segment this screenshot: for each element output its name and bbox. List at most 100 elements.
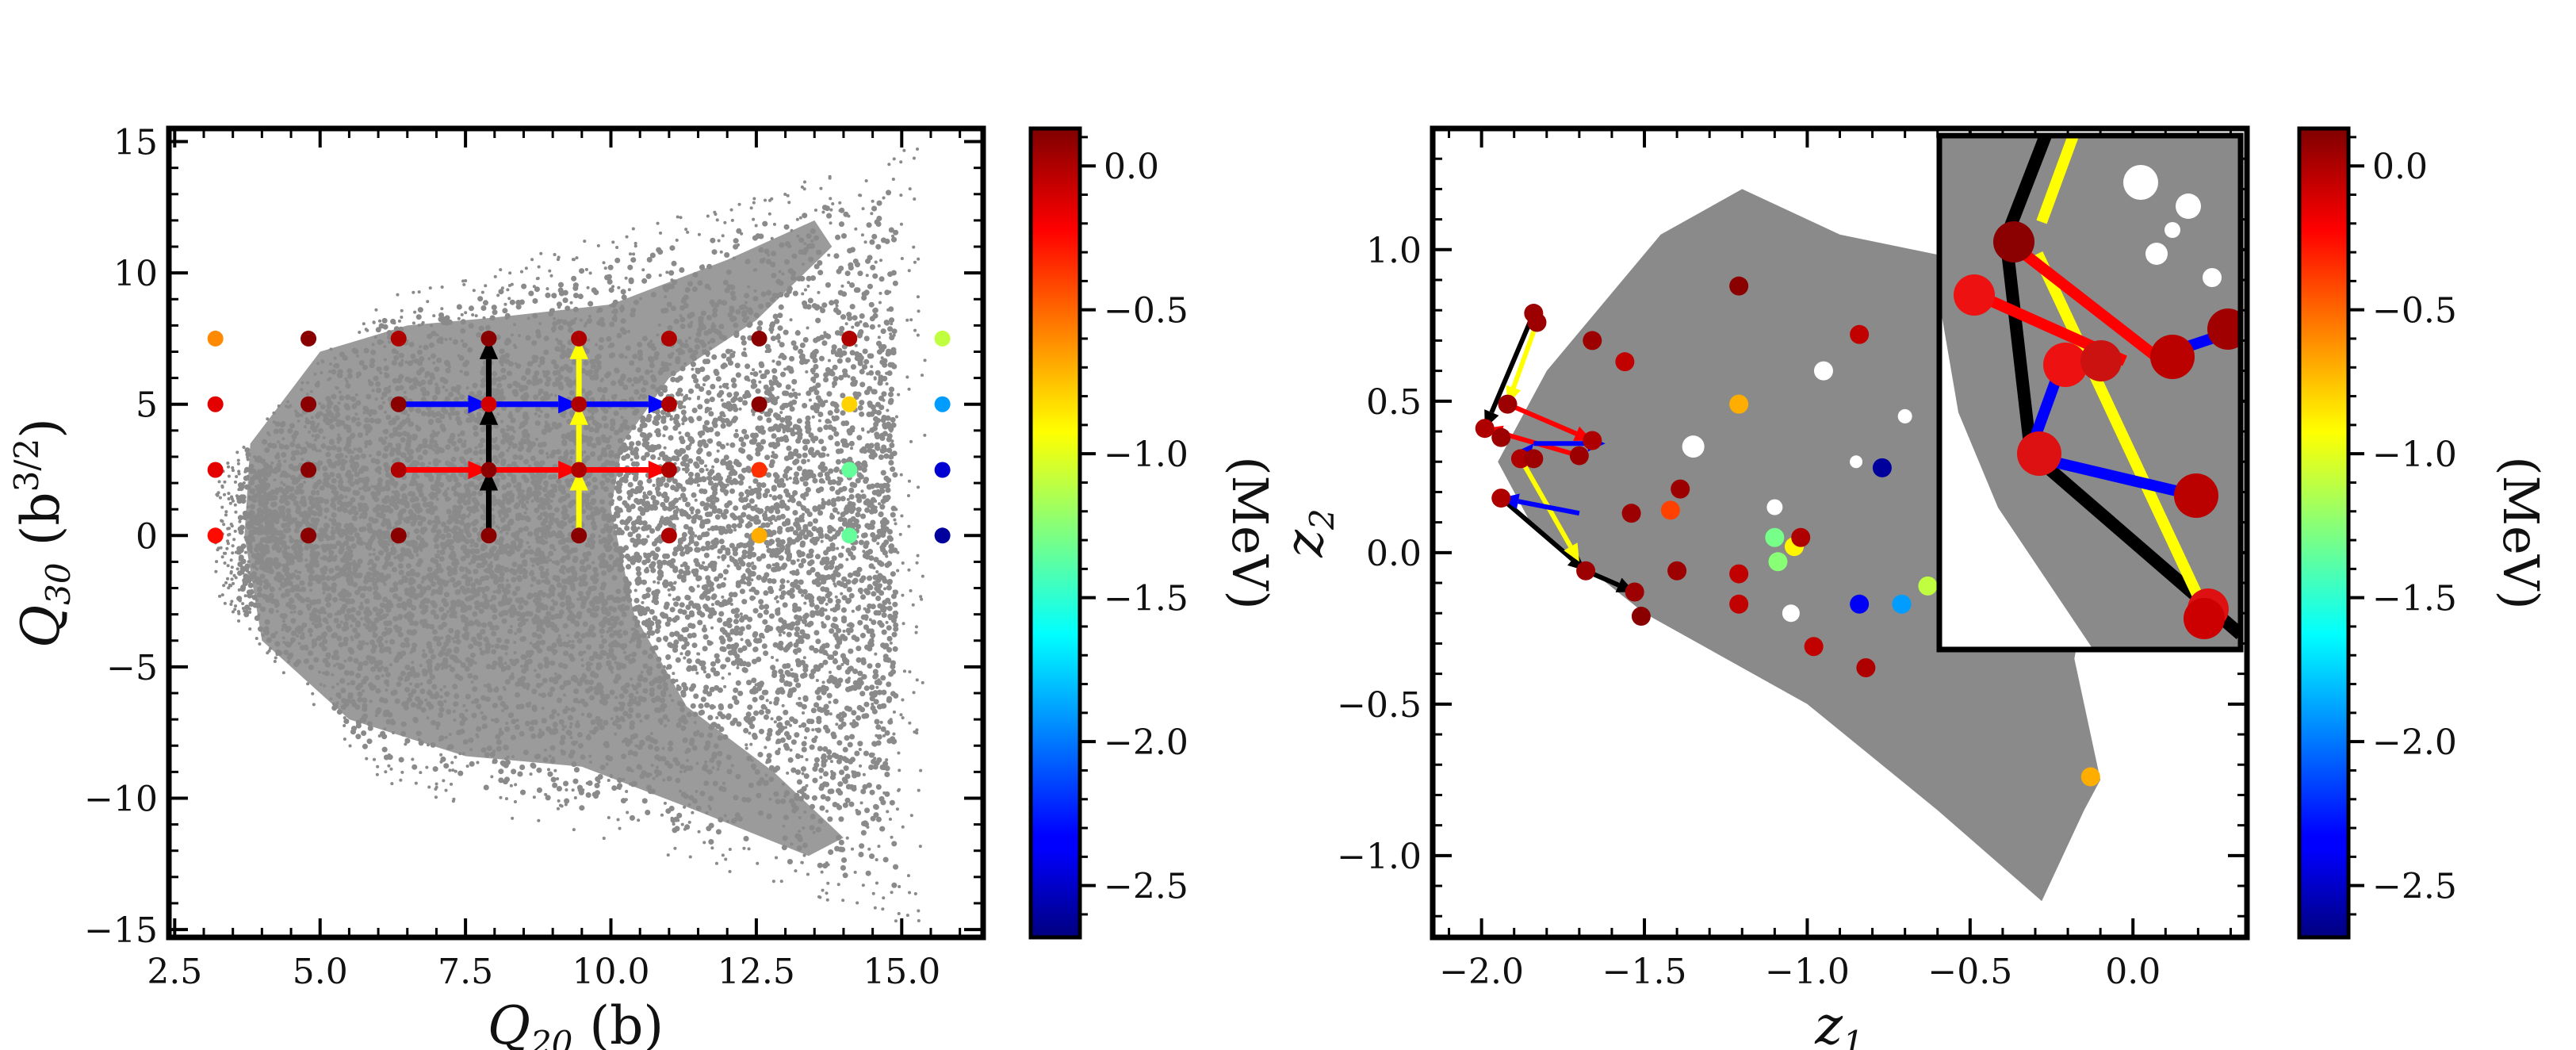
inset-energy-point <box>2150 335 2195 379</box>
inset-energy-point <box>2043 343 2088 387</box>
x-tick-label: 0.0 <box>2105 952 2161 992</box>
energy-point <box>1524 449 1544 469</box>
grid-point <box>300 396 317 412</box>
path-arrow-red-shaft <box>1506 401 1578 436</box>
energy-point <box>1850 324 1870 344</box>
path-arrow-black-shaft <box>1489 312 1537 414</box>
left-colorbar: 0.0 −0.5 −1.0 −1.5 −2.0 −2.5 (MeV) <box>1028 126 1279 940</box>
colorbar-tick-label: −2.0 <box>1104 722 1188 763</box>
energy-point <box>1660 500 1680 520</box>
y-tick-label: 0.5 <box>1366 382 1422 423</box>
grid-point <box>660 396 677 412</box>
grid-point <box>480 396 497 412</box>
grid-arrow-head <box>479 469 499 491</box>
energy-point <box>1615 352 1635 372</box>
colorbar-tick-label: −1.0 <box>1104 435 1188 475</box>
energy-point <box>1729 394 1749 414</box>
grid-arrow-head <box>569 338 588 359</box>
grid-point <box>390 527 407 544</box>
energy-point <box>1667 561 1687 581</box>
right-colorbar-frame <box>2297 126 2351 940</box>
cloud-solid-body <box>244 220 844 856</box>
energy-point <box>1631 607 1651 627</box>
y-tick-label: −15 <box>84 910 158 951</box>
grid-point <box>571 462 588 478</box>
cloud-gap <box>1813 361 1833 381</box>
grid-point <box>480 527 497 544</box>
grid-arrow-head <box>479 404 499 425</box>
inset-cloud-gap <box>2203 268 2222 287</box>
grid-point <box>571 527 588 544</box>
colorbar-tick-label: −0.5 <box>2372 291 2457 331</box>
grid-point <box>841 462 858 478</box>
left-colorbar-gradient <box>1031 128 1080 937</box>
left-tick-layer: 2.5 5.0 7.5 10.0 12.5 15.0 −15 −10 −5 0 5 10 15 <box>84 123 983 992</box>
grid-point <box>660 462 677 478</box>
left-colorbar-ticks: 0.0 −0.5 −1.0 −1.5 −2.0 −2.5 <box>1080 136 1188 916</box>
left-colorbar-frame <box>1028 126 1082 940</box>
energy-point <box>1768 552 1788 572</box>
grid-point <box>934 527 951 544</box>
energy-point <box>1729 276 1749 296</box>
energy-point-layer <box>1475 276 2100 787</box>
inset-energy-point <box>2174 473 2218 518</box>
right-scatter-panel: −2.0 −1.5 −1.0 −0.5 0.0−1.0−0.50.00.51.0 z1 … <box>1274 125 2250 1050</box>
grid-point <box>390 396 407 412</box>
energy-point <box>1510 449 1530 469</box>
colorbar-tick-label: −2.5 <box>2372 867 2457 907</box>
energy-point <box>1621 504 1641 523</box>
x-tick-label: −1.5 <box>1602 952 1687 992</box>
grid-arrow-head <box>479 338 499 359</box>
colorbar-tick-label: −1.5 <box>2372 579 2457 619</box>
path-arrow-blue-shaft <box>1518 499 1580 516</box>
grid-point <box>751 330 767 347</box>
x-tick-label: 15.0 <box>863 952 940 992</box>
inset-zoom-panel <box>1936 132 2244 653</box>
energy-point <box>1625 582 1644 602</box>
energy-point <box>1671 479 1690 499</box>
cloud-gap <box>1682 435 1705 458</box>
grid-point <box>660 330 677 347</box>
path-arrow-black-shaft <box>1499 496 1575 561</box>
left-scatter-panel: 2.5 5.0 7.5 10.0 12.5 15.0 −15 −10 −5 0 5 10 15 Q20 … <box>7 123 986 1050</box>
grid-arrow-head <box>569 469 588 491</box>
grid-point <box>207 396 224 412</box>
x-tick-label: −2.0 <box>1439 952 1524 992</box>
grid-point-layer <box>207 330 951 544</box>
energy-point <box>1791 527 1811 547</box>
grid-arrow-head <box>569 404 588 425</box>
grid-point <box>207 527 224 544</box>
energy-point <box>1765 527 1785 547</box>
energy-point <box>1729 594 1749 614</box>
inset-cloud-gap <box>2123 165 2158 200</box>
grid-arrow-head <box>468 460 489 480</box>
inset-energy-point <box>2207 308 2241 350</box>
colorbar-tick-label: 0.0 <box>1104 147 1159 187</box>
grid-point <box>480 462 497 478</box>
grid-arrow-head <box>648 395 669 414</box>
grid-point <box>390 462 407 478</box>
energy-point <box>1527 312 1547 332</box>
energy-point <box>1583 431 1602 450</box>
inset-blue-path <box>2044 454 2198 501</box>
inset-energy-point <box>2184 598 2225 639</box>
energy-point <box>1729 564 1749 584</box>
x-tick-label: 5.0 <box>293 952 348 992</box>
grid-point <box>390 330 407 347</box>
energy-point <box>1576 561 1596 581</box>
grid-point <box>934 330 951 347</box>
inset-energy-point <box>2080 340 2122 381</box>
colorbar-tick-label: −0.5 <box>1104 291 1188 331</box>
y-tick-label: 10 <box>113 254 158 294</box>
cloud-gap <box>1782 604 1800 623</box>
y-tick-label: −10 <box>84 779 158 819</box>
grid-point <box>841 527 858 544</box>
grid-point <box>660 527 677 544</box>
energy-point <box>1850 594 1870 614</box>
grid-point <box>841 330 858 347</box>
colorbar-tick-label: −1.5 <box>1104 579 1188 619</box>
energy-point <box>1491 489 1511 508</box>
cloud-gap <box>1850 455 1863 469</box>
inset-red-path <box>2010 241 2161 362</box>
x-tick-label: 10.0 <box>572 952 650 992</box>
